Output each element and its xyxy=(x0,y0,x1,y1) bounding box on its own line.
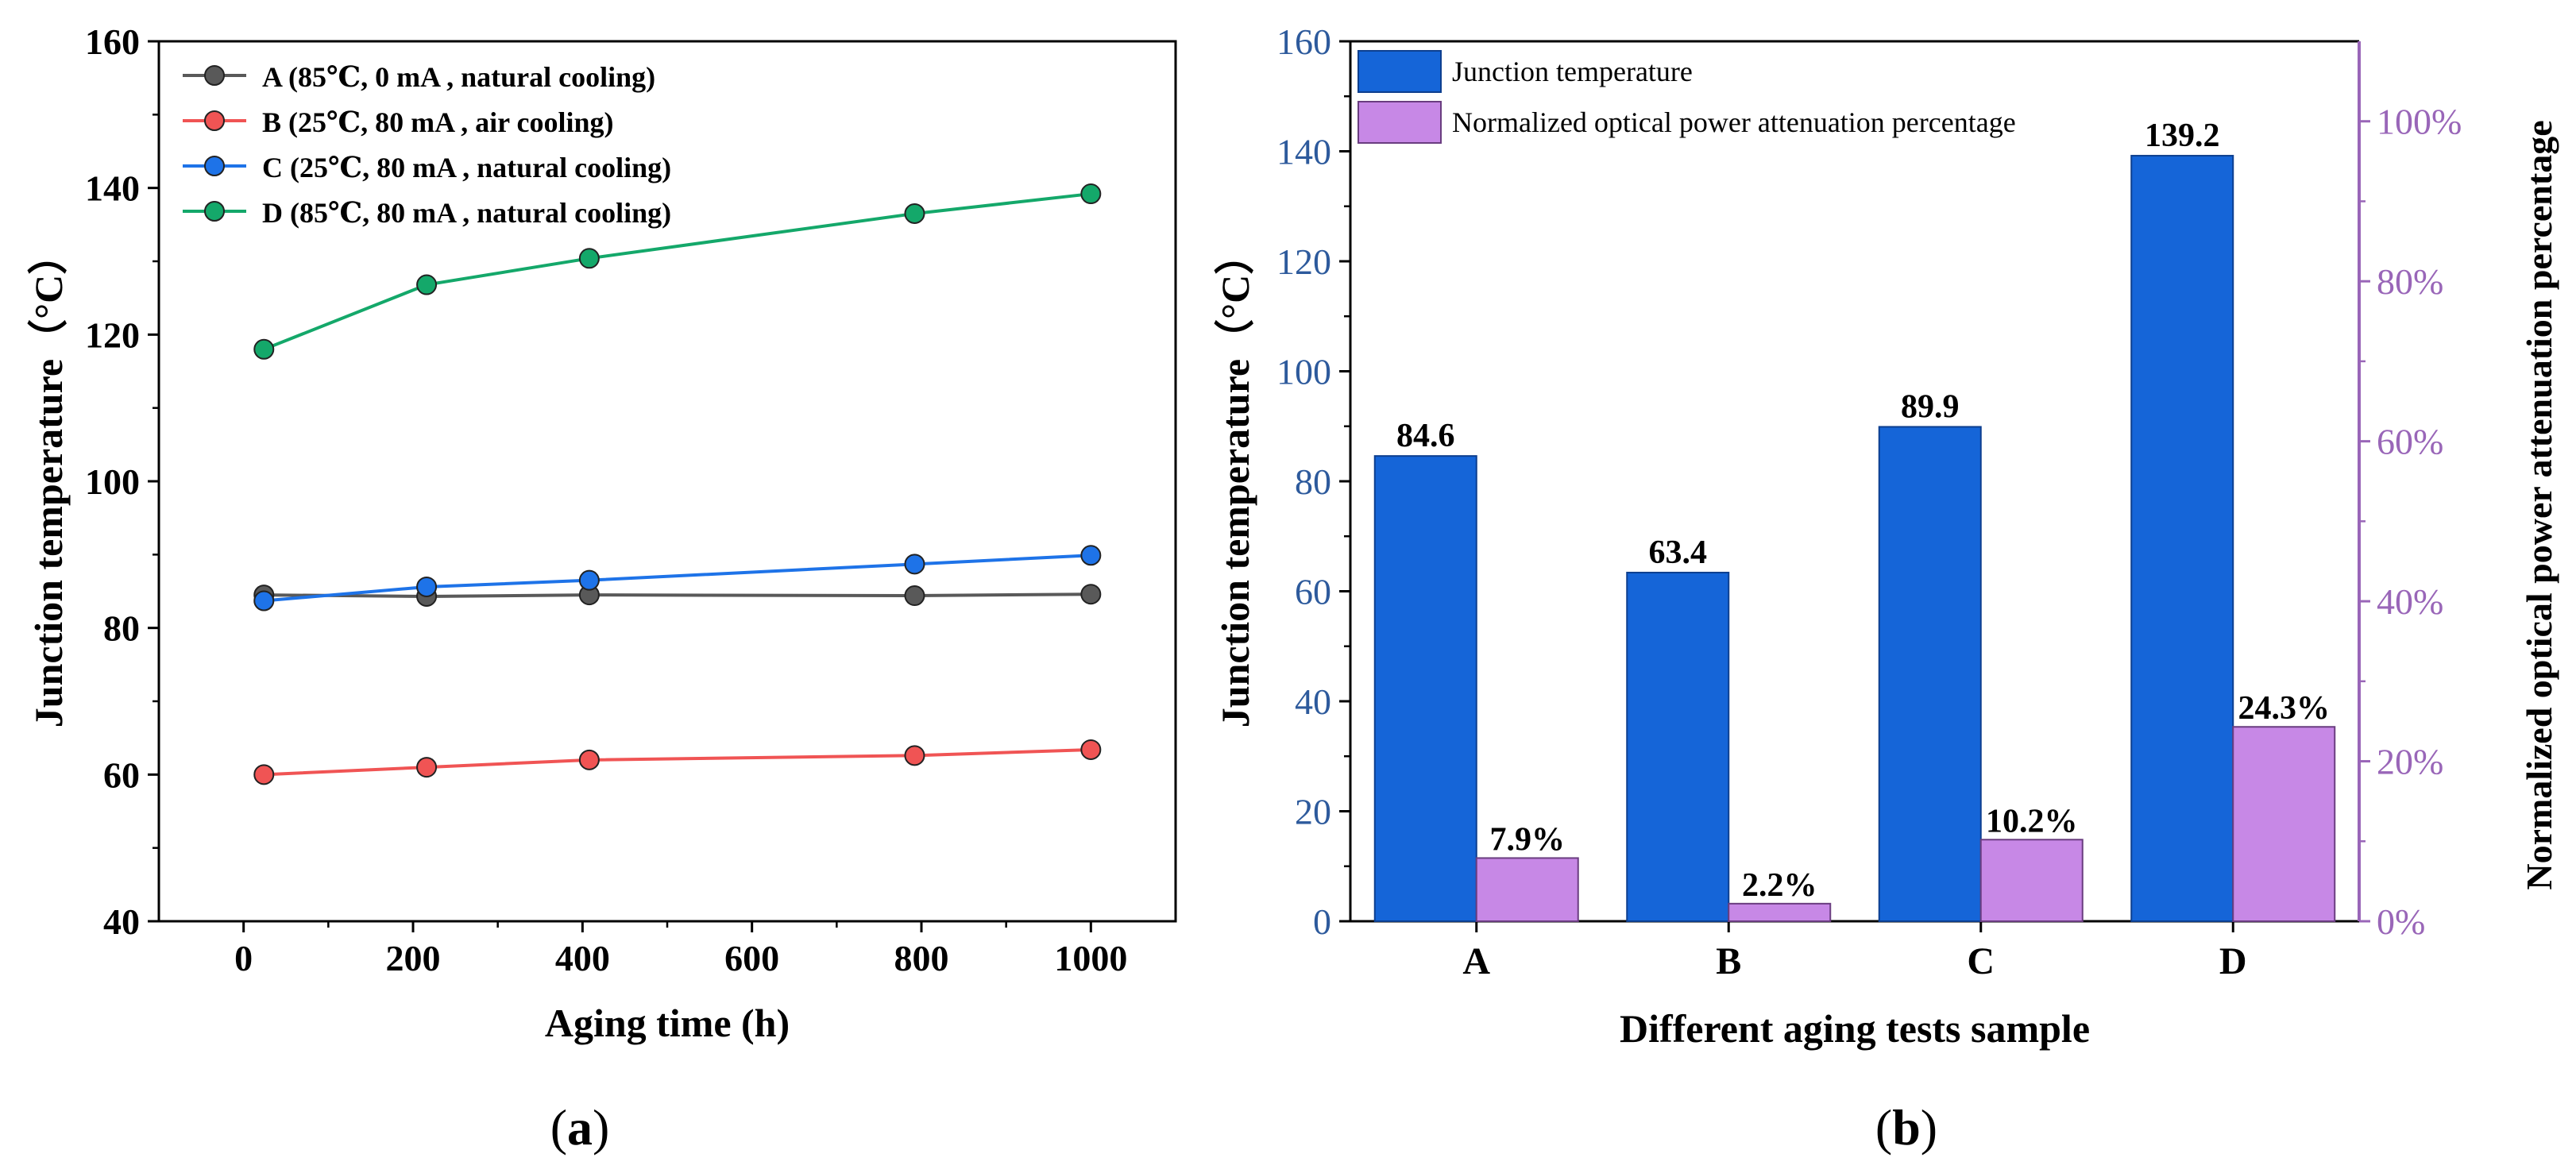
bar-attenuation-b xyxy=(1728,902,1832,922)
series-c-point xyxy=(253,590,275,612)
series-b-point xyxy=(578,749,600,770)
chart-b: 0 20 40 60 80 100 120 140 160 0% 20% 40% 60% 80% 100% A… xyxy=(1213,21,2559,1051)
bar-attenuation-label: 10.2% xyxy=(1986,803,2078,839)
series-c-point xyxy=(904,554,925,575)
bar-junction-label: 63.4 xyxy=(1649,534,1708,571)
x-tick-label: B xyxy=(1716,940,1741,982)
y-tick-label: 60 xyxy=(103,754,140,795)
series-d-point xyxy=(578,248,600,269)
y-tick-label: 160 xyxy=(1276,21,1331,62)
chart-a: 40 60 80 100 120 140 160 0 200 400 600 800 1000 Aging… xyxy=(26,21,1177,1045)
x-tick-label: 800 xyxy=(894,938,949,978)
legend-marker-c xyxy=(204,156,225,176)
series-b-point xyxy=(253,764,275,785)
panel-a-caption-open: ( xyxy=(550,1099,567,1156)
y2-tick-label: 80% xyxy=(2377,261,2443,302)
y-axis-label: Junction temperature（°C） xyxy=(1213,235,1257,727)
bar-attenuation-label: 24.3% xyxy=(2238,690,2331,727)
bar-attenuation-c xyxy=(1979,839,2084,922)
bar-junction-b xyxy=(1626,571,1730,923)
bar-attenuation-a xyxy=(1475,857,1579,922)
y-tick-label: 140 xyxy=(85,168,140,209)
series-d-point xyxy=(416,274,438,295)
panel-a-caption-letter: a xyxy=(567,1099,593,1156)
x-tick-label: 200 xyxy=(386,938,441,978)
series-d-point xyxy=(904,203,925,224)
series-b-line xyxy=(264,747,1091,777)
y-tick-label: 140 xyxy=(1276,132,1331,172)
y-tick-label: 100 xyxy=(1276,352,1331,392)
series-d-point xyxy=(253,338,275,360)
series-c-point xyxy=(416,576,438,597)
panel-a-caption-close: ) xyxy=(593,1099,610,1156)
y2-tick-label: 60% xyxy=(2377,422,2443,462)
bar-junction-a xyxy=(1373,455,1477,922)
y-tick-label: 120 xyxy=(1276,241,1331,282)
legend-label-junction: Junction temperature xyxy=(1452,56,1693,87)
legend-label-d: D (85℃, 80 mA , natural cooling) xyxy=(262,197,671,229)
y-tick-label: 40 xyxy=(1295,681,1331,722)
y-axis-label: Junction temperature（°C） xyxy=(26,235,71,727)
legend-label-attenuation: Normalized optical power attenuation per… xyxy=(1452,106,2016,138)
bar-junction-label: 84.6 xyxy=(1396,418,1455,454)
series-b-point xyxy=(1080,739,1102,760)
y-tick-label: 0 xyxy=(1313,901,1331,942)
legend-label-a: A (85℃, 0 mA , natural cooling) xyxy=(262,61,655,93)
x-tick-label: 400 xyxy=(555,938,610,978)
legend-marker-d xyxy=(204,201,225,222)
panel-b-caption-close: ) xyxy=(1920,1099,1938,1156)
bar-attenuation-label: 7.9% xyxy=(1490,821,1566,858)
y2-tick-label: 20% xyxy=(2377,742,2443,782)
y-tick-label: 60 xyxy=(1295,572,1331,612)
legend-label-c: C (25℃, 80 mA , natural cooling) xyxy=(262,152,671,183)
bar-attenuation-label: 2.2% xyxy=(1742,867,1817,904)
y2-tick-label: 100% xyxy=(2377,102,2462,142)
x-tick-label: D xyxy=(2219,940,2247,982)
x-tick-label: 0 xyxy=(234,938,253,978)
series-c-point xyxy=(1080,545,1102,566)
series-c-point xyxy=(578,569,600,591)
y-tick-label: 20 xyxy=(1295,792,1331,832)
y2-tick-label: 0% xyxy=(2377,901,2425,942)
legend-marker-b xyxy=(204,110,225,131)
legend-marker-a xyxy=(204,65,225,86)
y-tick-label: 80 xyxy=(103,608,140,649)
x-tick-label: C xyxy=(1967,940,1995,982)
x-tick-label: 600 xyxy=(724,938,779,978)
y2-axis-label: Normalized optical power attenuation per… xyxy=(2519,120,2559,889)
series-b-point xyxy=(416,757,438,778)
bar-junction-d xyxy=(2130,155,2234,923)
series-a-point xyxy=(904,585,925,607)
x-tick-label: 1000 xyxy=(1054,938,1127,978)
y2-tick-label: 40% xyxy=(2377,581,2443,622)
series-b-point xyxy=(904,745,925,766)
bar-junction-label: 139.2 xyxy=(2145,118,2220,154)
legend-label-b: B (25℃, 80 mA , air cooling) xyxy=(262,106,613,138)
panel-a-caption: (a) xyxy=(540,1100,620,1156)
bar-junction-c xyxy=(1878,426,1982,922)
legend-swatch-attenuation xyxy=(1358,101,1442,144)
series-a-point xyxy=(1080,584,1102,605)
legend-swatch-junction xyxy=(1358,50,1442,93)
panel-b-caption-letter: b xyxy=(1892,1099,1921,1156)
bar-junction-label: 89.9 xyxy=(1901,388,1960,425)
panel-b-caption-open: ( xyxy=(1875,1099,1893,1156)
x-axis-label: Aging time (h) xyxy=(545,1001,790,1045)
y-tick-label: 160 xyxy=(85,21,140,62)
y-tick-label: 100 xyxy=(85,461,140,502)
y-tick-label: 80 xyxy=(1295,461,1331,502)
x-tick-label: A xyxy=(1462,940,1490,982)
y-tick-label: 40 xyxy=(103,901,140,942)
y-tick-label: 120 xyxy=(85,314,140,355)
x-axis-label: Different aging tests sample xyxy=(1620,1006,2090,1051)
bar-attenuation-d xyxy=(2232,726,2336,922)
panel-b-caption: (b) xyxy=(1867,1100,1946,1156)
series-a-line xyxy=(264,592,1091,598)
series-d-point xyxy=(1080,183,1102,205)
